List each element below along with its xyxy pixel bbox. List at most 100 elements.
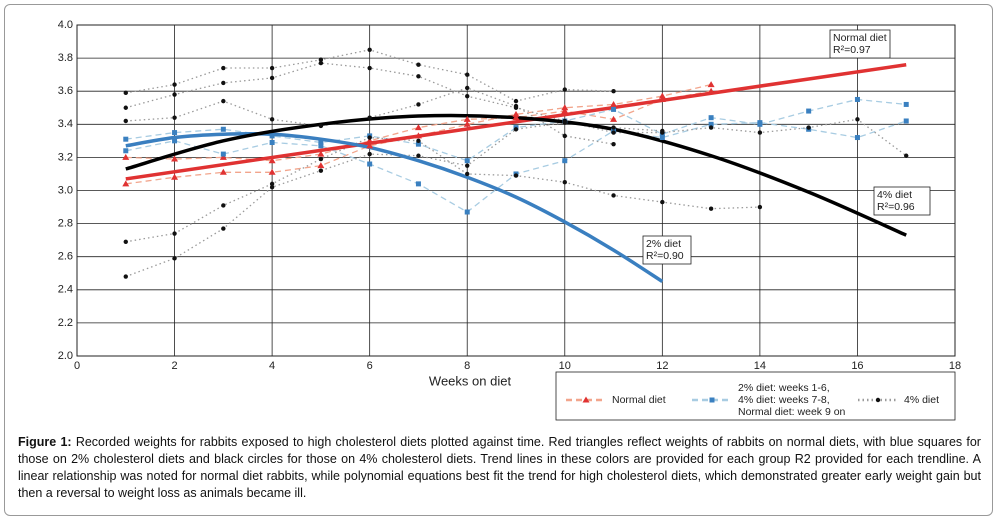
circle-marker	[465, 93, 470, 99]
square-marker	[854, 96, 860, 102]
legend-label: 4% diet: weeks 7-8,	[738, 394, 830, 406]
triangle-marker	[171, 155, 179, 162]
circle-marker	[416, 102, 421, 107]
annotation-text: R²=0.96	[877, 201, 915, 213]
animal-line	[125, 121, 663, 278]
circle-marker	[123, 239, 128, 245]
square-marker	[172, 130, 178, 136]
circle-marker	[416, 153, 421, 158]
annotation-box	[829, 29, 891, 59]
x-tick-label: 10	[559, 360, 571, 372]
triangle-marker	[512, 110, 520, 117]
y-tick-label: 3.6	[58, 85, 73, 97]
square-marker	[709, 397, 715, 403]
circle-marker	[611, 193, 616, 198]
annotation-text: R²=0.97	[833, 44, 871, 56]
circle-marker	[172, 231, 177, 236]
circle-marker	[123, 118, 128, 124]
legend-box	[555, 371, 956, 421]
square-marker	[708, 115, 714, 121]
circle-marker	[513, 98, 519, 104]
x-axis-label: Weeks on diet	[429, 373, 512, 388]
triangle-marker	[414, 132, 422, 139]
square-marker	[464, 209, 470, 215]
circle-marker	[806, 125, 811, 130]
triangle-marker	[512, 114, 520, 121]
circle-marker	[367, 115, 372, 120]
annotation-text: R²=0.90	[646, 250, 684, 262]
y-tick-label: 4.0	[58, 19, 73, 31]
square-marker	[757, 120, 763, 126]
triangle-marker	[707, 81, 715, 88]
plot-frame	[76, 24, 956, 357]
square-marker	[611, 106, 617, 112]
circle-marker	[562, 180, 567, 185]
y-tick-label: 2.0	[58, 350, 73, 362]
circle-marker	[123, 274, 128, 279]
circle-marker	[172, 256, 177, 261]
triangle-marker	[707, 87, 715, 94]
circle-marker	[221, 203, 226, 208]
circle-marker	[221, 98, 226, 104]
legend: Normal diet 2% diet: weeks 1-6,4% diet: w…	[555, 371, 956, 421]
x-tick-label: 12	[656, 360, 668, 372]
triangle-marker	[268, 157, 276, 164]
triangle-marker	[610, 115, 618, 122]
animal-line	[125, 87, 614, 145]
circle-marker	[660, 128, 665, 134]
circle-marker	[611, 130, 616, 135]
circle-marker	[465, 85, 470, 91]
legend-label: 4% diet	[904, 394, 939, 406]
annotation-text: Normal diet	[833, 32, 887, 44]
circle-marker	[465, 72, 470, 77]
triangle-marker	[561, 104, 569, 111]
circle-marker	[318, 123, 324, 129]
x-tick-label: 18	[949, 360, 961, 372]
triangle-marker	[658, 95, 666, 102]
figure-frame	[4, 4, 993, 516]
circle-marker	[416, 74, 421, 79]
x-tick-label: 0	[74, 360, 80, 372]
triangle-marker	[658, 92, 666, 99]
circle-marker	[123, 90, 128, 96]
circle-marker	[708, 125, 714, 130]
x-tick-label: 2	[171, 360, 177, 372]
circle-marker	[611, 89, 616, 94]
triangle-marker	[171, 173, 179, 180]
square-marker	[806, 108, 812, 114]
circle-marker	[269, 75, 275, 81]
circle-marker	[269, 181, 275, 187]
circle-marker	[611, 125, 616, 130]
circle-marker	[367, 151, 372, 157]
circle-marker	[172, 82, 177, 87]
triangle-marker	[463, 120, 471, 127]
circle-marker	[513, 173, 519, 178]
circle-marker	[221, 226, 226, 231]
x-tick-label: 6	[367, 360, 373, 372]
circle-marker	[367, 47, 372, 53]
circle-marker	[123, 105, 128, 110]
trendline	[125, 62, 907, 181]
legend-label: Normal diet: week 9 on	[738, 406, 846, 418]
circle-marker	[708, 206, 714, 211]
chart: 2.0 2.2 2.4 2.6 2.8 3.0 3.2 3.4 3.6 3.8 4.0 0 2 4 6 8 10…	[58, 19, 961, 421]
square-marker	[562, 158, 568, 164]
circle-marker	[367, 65, 372, 71]
y-tick-label: 2.2	[58, 317, 73, 329]
x-tick-label: 8	[464, 360, 470, 372]
circle-marker	[269, 65, 275, 71]
x-tick-label: 4	[269, 360, 275, 372]
triangle-marker	[317, 150, 325, 157]
triangle-marker	[366, 137, 374, 144]
square-marker	[318, 143, 324, 149]
square-marker	[464, 158, 470, 164]
triangle-marker	[414, 124, 422, 131]
circle-marker	[513, 127, 519, 132]
square-marker	[854, 135, 860, 141]
triangle-marker	[610, 100, 618, 107]
circle-marker	[172, 115, 177, 120]
caption: Figure 1: Recorded weights for rabbits e…	[18, 434, 981, 502]
triangle-marker	[122, 153, 130, 160]
